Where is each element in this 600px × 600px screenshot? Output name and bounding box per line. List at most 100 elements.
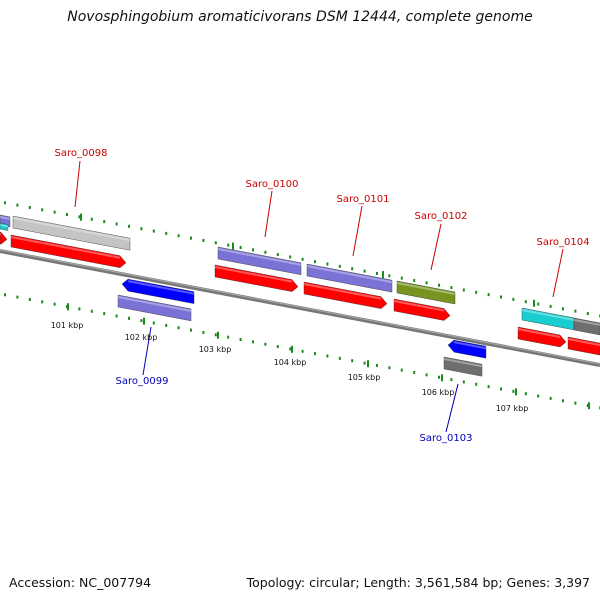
major-tick xyxy=(441,374,443,382)
tick-dot xyxy=(363,361,366,365)
map-title: Novosphingobium aromaticivorans DSM 1244… xyxy=(67,9,533,25)
gene-saro-0098 xyxy=(12,215,131,251)
feature-track xyxy=(0,214,600,377)
tick-dot xyxy=(574,401,577,405)
tick-dot xyxy=(475,290,478,294)
tick-dot xyxy=(128,224,130,228)
leader-saro-0098 xyxy=(74,160,81,208)
tick-label: 105 kbp xyxy=(348,373,381,382)
tick-dot xyxy=(16,203,19,207)
tick-dot xyxy=(450,378,453,382)
major-tick xyxy=(67,303,69,311)
tick-dot xyxy=(53,210,56,214)
gene-label-saro-0104[interactable]: Saro_0104 xyxy=(537,237,590,248)
tick-dot xyxy=(115,222,118,226)
tick-dot xyxy=(388,274,391,278)
major-tick xyxy=(291,345,293,353)
tick-dot xyxy=(537,394,540,398)
tick-dot xyxy=(90,309,93,313)
major-tick xyxy=(533,299,535,307)
gene-label-saro-0103[interactable]: Saro_0103 xyxy=(420,433,473,444)
feature-shine xyxy=(214,266,293,283)
tick-label: 104 kbp xyxy=(274,358,307,367)
tick-dot xyxy=(537,302,540,306)
major-tick xyxy=(367,360,369,368)
tick-dot xyxy=(264,342,267,346)
gene-saro-0099 xyxy=(121,278,195,304)
feature-shine xyxy=(117,296,192,312)
tick-dot xyxy=(115,314,118,318)
tick-dot xyxy=(239,246,242,250)
tick-dot xyxy=(214,241,217,245)
tick-dot xyxy=(351,267,354,271)
major-tick xyxy=(515,388,517,396)
gene-label-saro-0098[interactable]: Saro_0098 xyxy=(55,148,108,159)
feature-shine xyxy=(10,236,121,259)
tick-dot xyxy=(53,302,56,306)
tick-dot xyxy=(90,217,93,221)
feature-shine xyxy=(573,319,600,326)
tick-dot xyxy=(190,328,192,332)
backbone-line xyxy=(0,249,600,367)
label-leaders xyxy=(74,160,564,433)
tick-dot xyxy=(314,260,316,264)
tick-dot xyxy=(500,295,502,299)
tick-label: 102 kbp xyxy=(125,333,158,342)
feature-shine xyxy=(453,341,487,350)
tick-dot xyxy=(289,347,292,351)
tick-dot xyxy=(103,220,106,224)
leader-saro-0099 xyxy=(142,326,152,376)
tick-dot xyxy=(128,316,130,320)
tick-dot xyxy=(586,403,589,407)
tick-dot xyxy=(252,248,254,252)
tick-dot xyxy=(66,213,68,217)
tick-dot xyxy=(326,262,329,266)
tick-dot xyxy=(140,319,143,323)
cds-arrow-edge xyxy=(0,231,8,245)
cds-saro-0098 xyxy=(10,234,127,268)
gene-feature-edge-cyan xyxy=(0,222,9,231)
feature-shine xyxy=(127,280,195,295)
cds-saro-0103 xyxy=(443,356,483,377)
tick-dot xyxy=(41,208,44,212)
major-tick xyxy=(80,213,82,221)
tick-dot xyxy=(438,283,440,287)
tick-dot xyxy=(512,297,515,301)
tick-dot xyxy=(264,250,267,254)
tick-dot xyxy=(28,205,31,209)
tick-dot xyxy=(78,307,81,311)
tick-dot xyxy=(140,227,143,231)
tick-dot xyxy=(190,236,192,240)
gene-label-saro-0100[interactable]: Saro_0100 xyxy=(246,179,299,190)
genome-summary: Topology: circular; Length: 3,561,584 bp… xyxy=(246,575,590,590)
tick-dot xyxy=(524,300,527,304)
tick-dot xyxy=(586,311,589,315)
feature-shine xyxy=(303,283,382,300)
gene-label-saro-0099[interactable]: Saro_0099 xyxy=(116,376,169,387)
major-tick xyxy=(143,317,145,325)
feature-shine xyxy=(443,358,483,368)
gene-saro-0103 xyxy=(447,339,487,359)
gene-labels: Saro_0098 Saro_0099 Saro_0100 Saro_0101 Saro… xyxy=(55,148,590,444)
tick-dot xyxy=(462,288,465,292)
tick-dot xyxy=(16,295,19,299)
tick-dot xyxy=(314,352,316,356)
tick-dot xyxy=(363,269,366,273)
feature-shine xyxy=(521,309,575,321)
gene-label-saro-0102[interactable]: Saro_0102 xyxy=(415,211,468,222)
tick-dot xyxy=(351,359,354,363)
tick-dot xyxy=(487,385,490,389)
feature-shine xyxy=(567,338,600,347)
tick-dot xyxy=(227,335,230,339)
gene-feature-right xyxy=(573,317,600,336)
tick-dot xyxy=(338,356,341,360)
tick-dot xyxy=(177,234,180,238)
feature-shine xyxy=(12,217,131,242)
tick-dot xyxy=(500,387,502,391)
gene-label-saro-0101[interactable]: Saro_0101 xyxy=(337,194,390,205)
leader-saro-0102 xyxy=(430,223,442,271)
genome-backbone xyxy=(0,249,600,367)
tick-dot xyxy=(227,243,230,247)
cds-saro-0104 xyxy=(517,326,567,348)
